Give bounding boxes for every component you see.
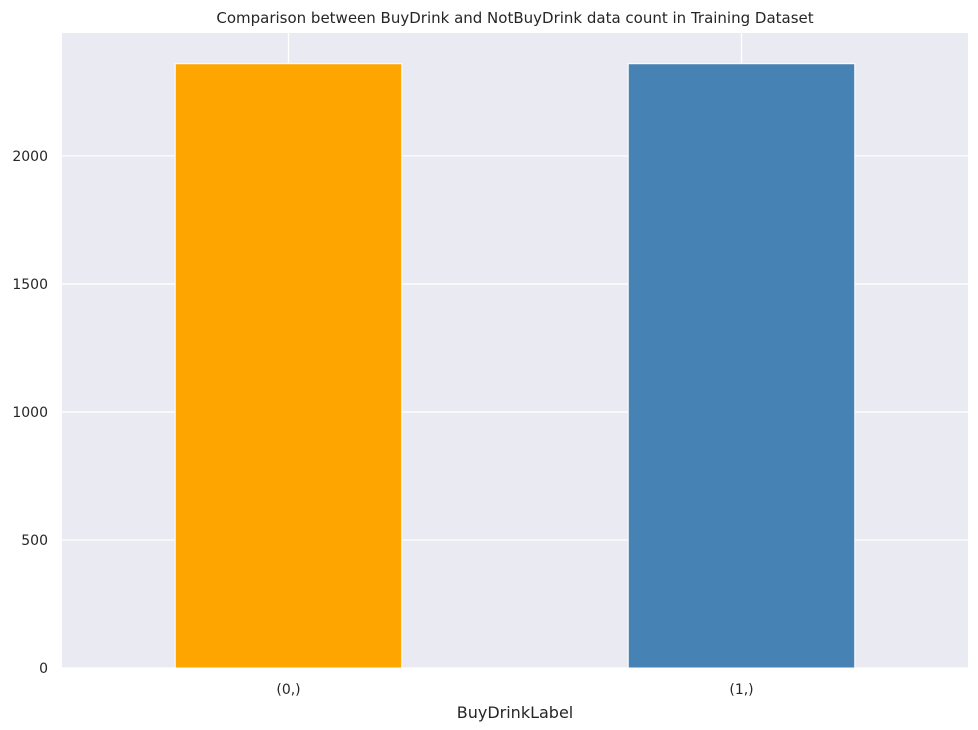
x-axis-label: BuyDrinkLabel <box>457 703 574 722</box>
x-tick-label: (0,) <box>276 682 300 698</box>
y-tick-label: 1000 <box>12 405 48 421</box>
x-axis-ticks: (0,) (1,) <box>276 682 753 698</box>
chart-title: Comparison between BuyDrink and NotBuyDr… <box>216 9 813 27</box>
bar-1 <box>627 63 856 669</box>
y-tick-label: 500 <box>21 533 48 549</box>
x-tick-label: (1,) <box>729 682 753 698</box>
y-tick-label: 0 <box>39 661 48 677</box>
y-tick-label: 2000 <box>12 149 48 165</box>
y-axis-ticks: 0 500 1000 1500 2000 <box>12 149 48 677</box>
y-tick-label: 1500 <box>12 277 48 293</box>
bar-0 <box>174 63 403 669</box>
bars <box>174 63 856 669</box>
